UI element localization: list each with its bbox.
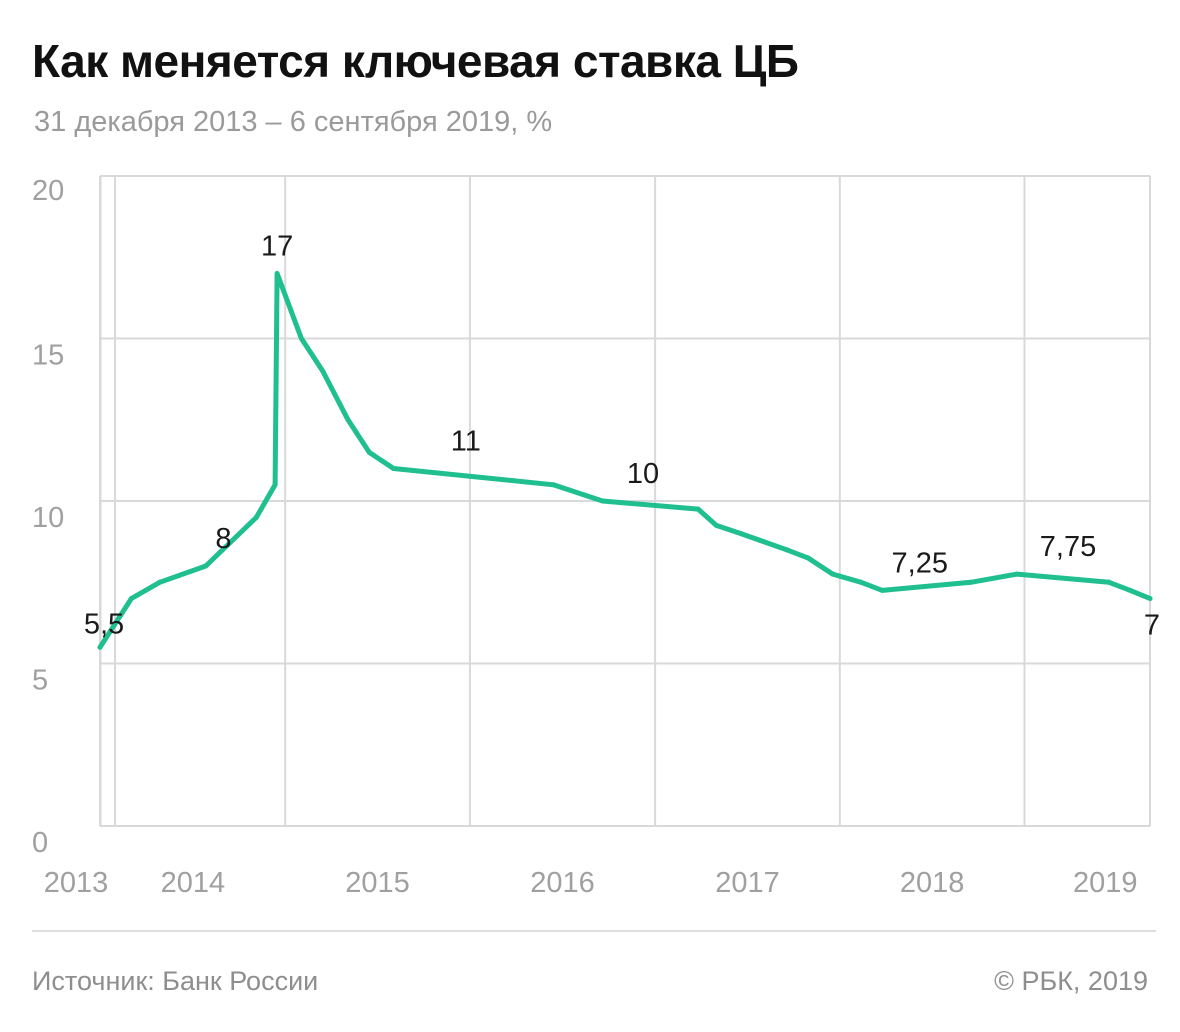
data-point <box>550 482 556 488</box>
series-layer <box>97 271 1153 650</box>
y-tick-label: 15 <box>32 340 64 372</box>
x-tick-label: 2019 <box>1073 867 1138 899</box>
data-label: 7 <box>1144 610 1160 642</box>
data-point <box>1147 596 1153 601</box>
data-point <box>298 336 304 341</box>
data-point <box>968 579 974 585</box>
data-point <box>274 271 280 276</box>
key-rate-line-chart: 0 5 10 15 20 2013 2014 2015 2016 2017 2018 2019 5,5… <box>32 175 1160 899</box>
x-tick-label: 2013 <box>44 867 109 899</box>
data-point <box>713 522 719 528</box>
data-point <box>1014 571 1020 577</box>
chart-title: Как меняется ключевая ставка ЦБ <box>32 35 799 87</box>
data-point <box>879 587 885 593</box>
data-point <box>858 579 864 585</box>
data-point <box>203 563 209 569</box>
data-point <box>390 466 396 471</box>
data-point <box>1127 587 1133 593</box>
data-labels: 5,5 8 17 11 10 7,25 7,75 7 <box>84 231 1160 642</box>
axis-labels: 0 5 10 15 20 2013 2014 2015 2016 2017 2018 2019 <box>32 175 1138 899</box>
copyright: © РБК, 2019 <box>994 966 1148 996</box>
x-tick-label: 2014 <box>161 867 226 899</box>
x-tick-label: 2018 <box>900 867 965 899</box>
data-label: 7,25 <box>892 547 948 579</box>
data-point <box>320 368 326 374</box>
footer-divider <box>32 930 1156 932</box>
data-point <box>805 555 811 561</box>
y-tick-label: 5 <box>32 665 48 697</box>
data-label: 8 <box>215 523 231 555</box>
data-label: 5,5 <box>84 608 124 640</box>
data-point <box>695 506 701 512</box>
data-label: 10 <box>627 458 659 490</box>
data-point <box>366 449 372 455</box>
data-label: 17 <box>261 231 293 263</box>
y-tick-label: 20 <box>32 175 64 207</box>
x-tick-label: 2017 <box>715 867 780 899</box>
data-point <box>830 571 836 577</box>
y-tick-label: 10 <box>32 502 64 534</box>
data-point <box>128 596 134 601</box>
chart-subtitle: 31 декабря 2013 – 6 сентября 2019, % <box>34 106 553 138</box>
source-note: Источник: Банк России <box>32 966 319 996</box>
data-point <box>1106 579 1112 585</box>
data-label: 7,75 <box>1040 531 1096 563</box>
x-tick-label: 2016 <box>530 867 595 899</box>
grid <box>99 175 1151 827</box>
x-tick-label: 2015 <box>345 867 410 899</box>
data-point <box>345 417 351 423</box>
y-tick-label: 0 <box>32 827 48 859</box>
data-point <box>272 482 278 488</box>
data-point <box>784 547 790 553</box>
data-point <box>599 498 605 504</box>
data-point <box>157 579 163 585</box>
data-label: 11 <box>451 426 481 458</box>
data-point <box>738 531 744 536</box>
data-point <box>253 514 259 520</box>
series-line-0 <box>97 271 1153 650</box>
data-point <box>97 644 103 650</box>
